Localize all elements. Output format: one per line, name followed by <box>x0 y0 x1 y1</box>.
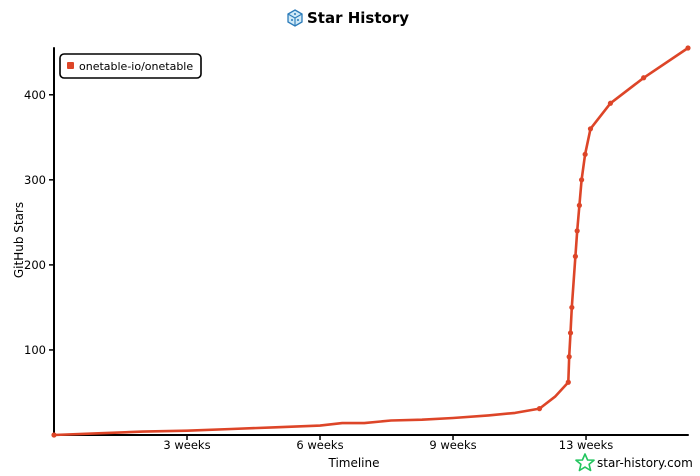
x-tick-label: 9 weeks <box>429 438 476 452</box>
data-point <box>641 75 647 81</box>
data-point <box>582 151 588 157</box>
chart-title-group: Star History <box>287 9 409 27</box>
x-tick-label: 6 weeks <box>296 438 343 452</box>
x-tick-label: 13 weeks <box>559 438 614 452</box>
data-point <box>587 126 594 132</box>
legend: onetable-io/onetable <box>59 53 202 79</box>
x-axis-ticks: 3 weeks 6 weeks 9 weeks 13 weeks <box>163 435 613 452</box>
axes <box>53 47 689 437</box>
data-point <box>572 253 578 259</box>
y-tick-label: 200 <box>24 258 46 272</box>
data-point <box>576 202 582 208</box>
series-line <box>52 46 690 437</box>
star-outline-icon <box>575 453 595 472</box>
y-axis-label: GitHub Stars <box>12 202 26 278</box>
legend-swatch <box>67 62 74 69</box>
data-point <box>567 330 574 336</box>
x-axis-label: Timeline <box>327 456 379 470</box>
legend-box <box>59 53 202 79</box>
y-tick-label: 400 <box>24 88 46 102</box>
data-point <box>607 100 614 106</box>
data-point <box>685 45 691 51</box>
y-axis-ticks: 100 200 300 400 <box>24 88 54 357</box>
y-tick-label: 300 <box>24 173 46 187</box>
data-point <box>536 406 543 412</box>
data-point <box>578 177 585 183</box>
y-tick-label: 100 <box>24 343 46 357</box>
data-point <box>569 304 575 311</box>
series-layer <box>51 45 691 438</box>
brand-watermark: star-history.com <box>575 453 693 472</box>
data-point <box>51 432 57 438</box>
x-tick-label: 3 weeks <box>163 438 210 452</box>
brand-text: star-history.com <box>597 456 693 470</box>
data-point <box>574 228 580 234</box>
chart-title: Star History <box>307 9 409 27</box>
data-point <box>565 379 571 385</box>
data-point <box>566 354 572 360</box>
legend-series-name: onetable-io/onetable <box>79 60 193 73</box>
star-history-logo-icon <box>287 9 303 27</box>
